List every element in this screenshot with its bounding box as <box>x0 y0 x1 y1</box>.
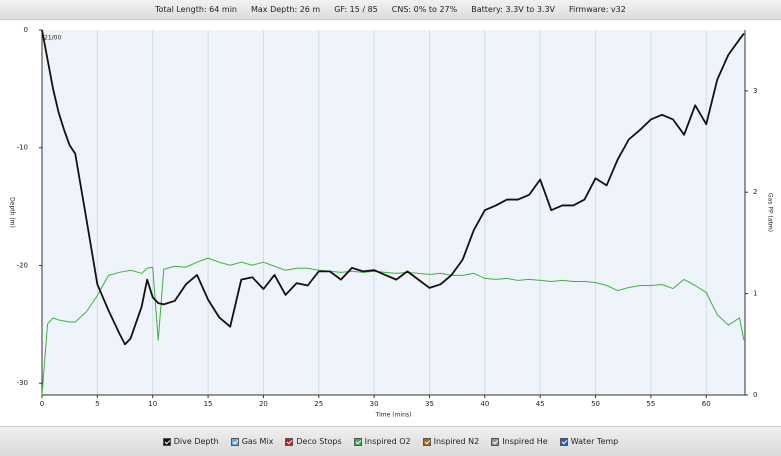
legend-checkbox[interactable] <box>353 437 362 446</box>
info-item: Battery: 3.3V to 3.3V <box>471 5 556 14</box>
y-tick-label: -30 <box>17 379 28 387</box>
x-tick-label: 35 <box>425 400 434 408</box>
y-axis-label: Depth (m) <box>9 197 16 228</box>
y2-tick-label: 1 <box>753 290 757 298</box>
legend-label: Water Temp <box>570 437 619 446</box>
legend-checkbox[interactable] <box>230 437 239 446</box>
y-tick-label: -20 <box>17 261 28 269</box>
legend-checkbox[interactable] <box>491 437 500 446</box>
x-tick-label: 25 <box>314 400 323 408</box>
legend-checkbox[interactable] <box>559 437 568 446</box>
info-item: GF: 15 / 85 <box>334 5 378 14</box>
x-tick-label: 15 <box>204 400 213 408</box>
x-tick-label: 5 <box>95 400 99 408</box>
x-tick-label: 0 <box>40 400 44 408</box>
legend-checkbox[interactable] <box>422 437 431 446</box>
legend-label: Gas Mix <box>241 437 274 446</box>
legend-checkbox[interactable] <box>162 437 171 446</box>
y2-tick-label: 2 <box>753 188 757 196</box>
y2-axis-label: Gas PP (atm) <box>767 193 774 232</box>
legend-toggle[interactable]: Gas Mix <box>230 437 274 446</box>
plot-background <box>42 30 745 395</box>
info-item: Firmware: v32 <box>569 5 626 14</box>
info-item: Total Length: 64 min <box>155 5 237 14</box>
y2-tick-label: 0 <box>753 391 757 399</box>
series-line <box>41 257 745 396</box>
legend-label: Inspired O2 <box>364 437 411 446</box>
chart: 0 5 10 15 20 25 30 35 40 45 50 55 60 0 -10 -20 -30 0 1 2 3 Ti… <box>9 26 774 419</box>
x-tick-label: 30 <box>370 400 379 408</box>
x-tick-label: 10 <box>148 400 157 408</box>
info-item: Max Depth: 26 m <box>251 5 321 14</box>
x-tick-label: 20 <box>259 400 268 408</box>
legend-toggle[interactable]: Inspired He <box>491 437 548 446</box>
legend-label: Inspired N2 <box>433 437 480 446</box>
x-tick-label: 40 <box>480 400 489 408</box>
info-bar: Total Length: 64 min Max Depth: 26 m GF: 1… <box>0 0 781 20</box>
y-tick-label: 0 <box>24 26 28 34</box>
x-axis-label: Time (mins) <box>375 412 412 419</box>
legend-toggle[interactable]: Water Temp <box>559 437 619 446</box>
legend-label: Deco Stops <box>296 437 342 446</box>
series-toggles: Dive Depth Gas Mix Deco Stops Inspired O2 In… <box>0 426 781 456</box>
x-tick-label: 55 <box>646 400 655 408</box>
legend-toggle[interactable]: Dive Depth <box>162 437 219 446</box>
x-tick-label: 60 <box>702 400 711 408</box>
legend-label: Dive Depth <box>173 437 219 446</box>
x-tick-label: 50 <box>591 400 600 408</box>
info-item: CNS: 0% to 27% <box>391 5 458 14</box>
legend-toggle[interactable]: Deco Stops <box>285 437 342 446</box>
legend-toggle[interactable]: Inspired O2 <box>353 437 411 446</box>
legend-checkbox[interactable] <box>285 437 294 446</box>
x-tick-label: 45 <box>536 400 545 408</box>
annotation: 21/00 <box>44 35 61 42</box>
legend-toggle[interactable]: Inspired N2 <box>422 437 480 446</box>
series-line <box>41 29 745 346</box>
y-tick-label: -10 <box>17 144 28 152</box>
legend-label: Inspired He <box>502 437 548 446</box>
y2-tick-label: 3 <box>753 87 757 95</box>
